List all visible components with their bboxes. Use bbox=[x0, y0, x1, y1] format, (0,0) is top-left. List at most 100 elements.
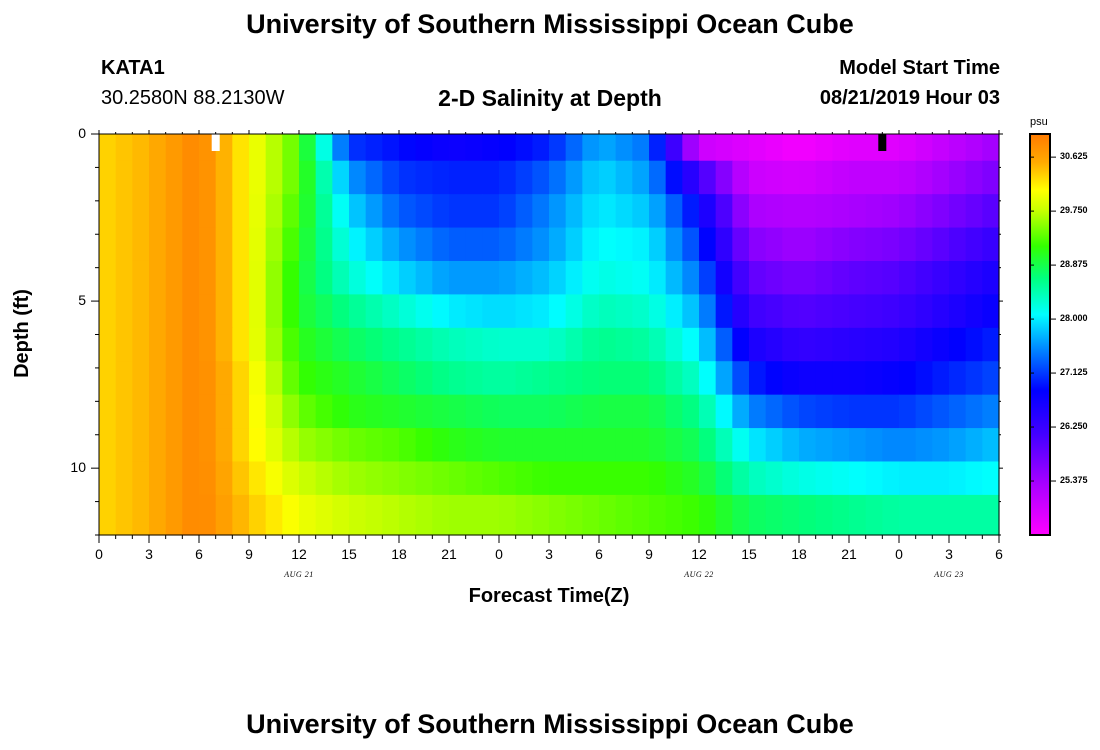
heatmap-cell bbox=[782, 361, 800, 396]
heatmap-cell bbox=[665, 134, 683, 162]
x-tick-label: 0 bbox=[95, 546, 103, 562]
heatmap-cell bbox=[465, 260, 483, 295]
heatmap-cell bbox=[599, 134, 617, 162]
heatmap-cell bbox=[365, 394, 383, 429]
heatmap-cell bbox=[832, 428, 850, 463]
heatmap-cell bbox=[199, 494, 217, 536]
heatmap-cell bbox=[849, 361, 867, 396]
heatmap-cell bbox=[182, 227, 200, 262]
heatmap-cell bbox=[315, 394, 333, 429]
heatmap-cell bbox=[249, 227, 267, 262]
heatmap-cell bbox=[99, 461, 117, 496]
y-axis bbox=[91, 133, 1003, 536]
heatmap-cell bbox=[432, 428, 450, 463]
heatmap-cell bbox=[849, 494, 867, 536]
heatmap-cell bbox=[549, 227, 567, 262]
heatmap-cell bbox=[332, 494, 350, 536]
heatmap-cell bbox=[865, 494, 883, 536]
heatmap-cell bbox=[615, 461, 633, 496]
heatmap-cell bbox=[382, 160, 400, 195]
heatmap-cell bbox=[365, 294, 383, 329]
heatmap-cell bbox=[499, 260, 517, 295]
heatmap-cell bbox=[365, 361, 383, 396]
heatmap-cell bbox=[949, 260, 967, 295]
heatmap-cell bbox=[699, 327, 717, 362]
heatmap-cell bbox=[382, 394, 400, 429]
heatmap-cell bbox=[232, 428, 250, 463]
heatmap-cell bbox=[149, 227, 167, 262]
heatmap-cell bbox=[532, 494, 550, 536]
heatmap-cell bbox=[582, 294, 600, 329]
heatmap-cell bbox=[265, 194, 283, 229]
heatmap-cell bbox=[449, 227, 467, 262]
heatmap-cell bbox=[232, 194, 250, 229]
heatmap-cell bbox=[932, 260, 950, 295]
heatmap-cell bbox=[499, 494, 517, 536]
heatmap-cell bbox=[915, 227, 933, 262]
heatmap-cell bbox=[115, 327, 133, 362]
heatmap-cell bbox=[832, 394, 850, 429]
heatmap-cell bbox=[515, 327, 533, 362]
x-tick-label: 3 bbox=[145, 546, 153, 562]
heatmap-cell bbox=[882, 394, 900, 429]
heatmap-cell bbox=[699, 361, 717, 396]
heatmap-cell bbox=[815, 327, 833, 362]
heatmap-cell bbox=[399, 194, 417, 229]
heatmap-cell bbox=[265, 260, 283, 295]
heatmap-cell bbox=[382, 461, 400, 496]
heatmap-cell bbox=[599, 327, 617, 362]
heatmap-cell bbox=[232, 294, 250, 329]
heatmap-cell bbox=[615, 294, 633, 329]
date-label: AUG 22 bbox=[684, 570, 714, 579]
heatmap-cell bbox=[499, 461, 517, 496]
heatmap-cell bbox=[249, 294, 267, 329]
heatmap-cell bbox=[782, 134, 800, 162]
heatmap-cell bbox=[849, 327, 867, 362]
heatmap-cell bbox=[799, 461, 817, 496]
heatmap-cell bbox=[515, 260, 533, 295]
heatmap-cell bbox=[532, 428, 550, 463]
heatmap-cell bbox=[882, 134, 900, 162]
heatmap-cell bbox=[115, 461, 133, 496]
heatmap-cell bbox=[232, 227, 250, 262]
heatmap-cell bbox=[232, 494, 250, 536]
heatmap-cell bbox=[632, 327, 650, 362]
heatmap-cell bbox=[632, 294, 650, 329]
heatmap-cell bbox=[149, 134, 167, 162]
heatmap-cell bbox=[265, 227, 283, 262]
heatmap-cell bbox=[582, 394, 600, 429]
heatmap-cell bbox=[865, 294, 883, 329]
heatmap-cell bbox=[749, 194, 767, 229]
heatmap-cell bbox=[649, 260, 667, 295]
heatmap-cell bbox=[365, 260, 383, 295]
station-id: KATA1 bbox=[101, 57, 165, 79]
heatmap-cell bbox=[199, 194, 217, 229]
heatmap-cell bbox=[649, 428, 667, 463]
heatmap-cell bbox=[749, 361, 767, 396]
heatmap-cell bbox=[665, 194, 683, 229]
heatmap-cell bbox=[965, 394, 983, 429]
heatmap-cell bbox=[982, 394, 1000, 429]
heatmap-cell bbox=[765, 394, 783, 429]
heatmap-cell bbox=[765, 428, 783, 463]
heatmap-cell bbox=[549, 260, 567, 295]
colorbar-label: 30.625 bbox=[1060, 151, 1088, 162]
heatmap-cell bbox=[432, 361, 450, 396]
heatmap-cell bbox=[565, 461, 583, 496]
heatmap-cell bbox=[932, 294, 950, 329]
heatmap-cell bbox=[632, 194, 650, 229]
heatmap-cell bbox=[132, 461, 150, 496]
heatmap-cell bbox=[132, 227, 150, 262]
heatmap-cell bbox=[732, 160, 750, 195]
heatmap-cell bbox=[315, 294, 333, 329]
heatmap-cell bbox=[149, 428, 167, 463]
heatmap-cell bbox=[399, 227, 417, 262]
heatmap-cell bbox=[832, 294, 850, 329]
heatmap-cell bbox=[99, 227, 117, 262]
heatmap-cell bbox=[599, 227, 617, 262]
heatmap-cell bbox=[732, 428, 750, 463]
heatmap-cell bbox=[715, 494, 733, 536]
heatmap-cell bbox=[315, 428, 333, 463]
heatmap-cell bbox=[532, 394, 550, 429]
heatmap-cell bbox=[565, 428, 583, 463]
